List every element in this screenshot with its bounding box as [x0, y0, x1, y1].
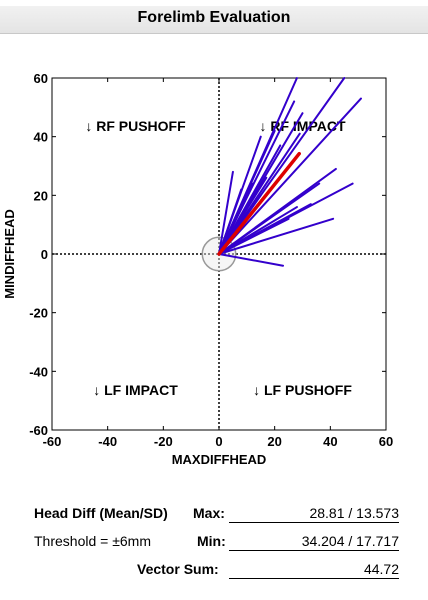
step-vector: [218, 203, 312, 255]
x-tick-label: -40: [98, 434, 117, 449]
x-tick-label: 20: [267, 434, 281, 449]
max-row: Head Diff (Mean/SD) Max: 28.81 / 13.573: [0, 505, 428, 527]
quadrant-label-lf-impact: ↓ LF IMPACT: [93, 382, 178, 398]
step-vector: [218, 182, 321, 255]
max-value: 28.81 / 13.573: [229, 505, 399, 523]
forelimb-chart: -60 -40 -20 0 20 40 60 60 40 20 0 -20 -40 -60 MAXDIFFH…: [2, 71, 393, 467]
head-diff-label: Head Diff (Mean/SD): [34, 505, 168, 521]
y-tick-label: -60: [29, 423, 48, 438]
min-label: Min:: [197, 533, 226, 549]
min-value: 34.204 / 17.717: [229, 533, 399, 551]
window-title-bar: Forelimb Evaluation: [0, 0, 428, 34]
min-row: Threshold = ±6mm Min: 34.204 / 17.717: [0, 533, 428, 555]
step-vector: [218, 253, 285, 267]
step-vector: [218, 188, 243, 255]
y-tick-label: -40: [29, 364, 48, 379]
y-tick-label: 60: [34, 71, 48, 86]
x-tick-label: 0: [215, 434, 222, 449]
step-vector: [218, 182, 254, 255]
y-axis-label: MINDIFFHEAD: [2, 209, 17, 299]
y-tick-label: 40: [34, 130, 48, 145]
mean-vector: [217, 151, 301, 256]
vector-sum-value: 44.72: [229, 561, 399, 579]
y-tick-label: 0: [41, 247, 48, 262]
y-tick-label: -20: [29, 306, 48, 321]
x-tick-label: -20: [154, 434, 173, 449]
x-axis-label: MAXDIFFHEAD: [172, 452, 267, 467]
x-tick-label: 40: [323, 434, 337, 449]
quadrant-label-lf-pushoff: ↓ LF PUSHOFF: [253, 382, 352, 398]
step-vector: [218, 170, 234, 255]
window-title: Forelimb Evaluation: [137, 9, 291, 26]
step-vector: [218, 217, 335, 255]
step-vector: [218, 97, 362, 255]
vector-sum-label: Vector Sum:: [137, 561, 219, 577]
y-tick-label: 20: [34, 188, 48, 203]
quadrant-label-rf-pushoff: ↓ RF PUSHOFF: [85, 118, 186, 134]
threshold-label: Threshold = ±6mm: [34, 533, 152, 549]
x-tick-label: 60: [379, 434, 393, 449]
max-label: Max:: [193, 505, 225, 521]
x-tick-label: -60: [43, 434, 62, 449]
vector-sum-row: Vector Sum: 44.72: [0, 561, 428, 583]
